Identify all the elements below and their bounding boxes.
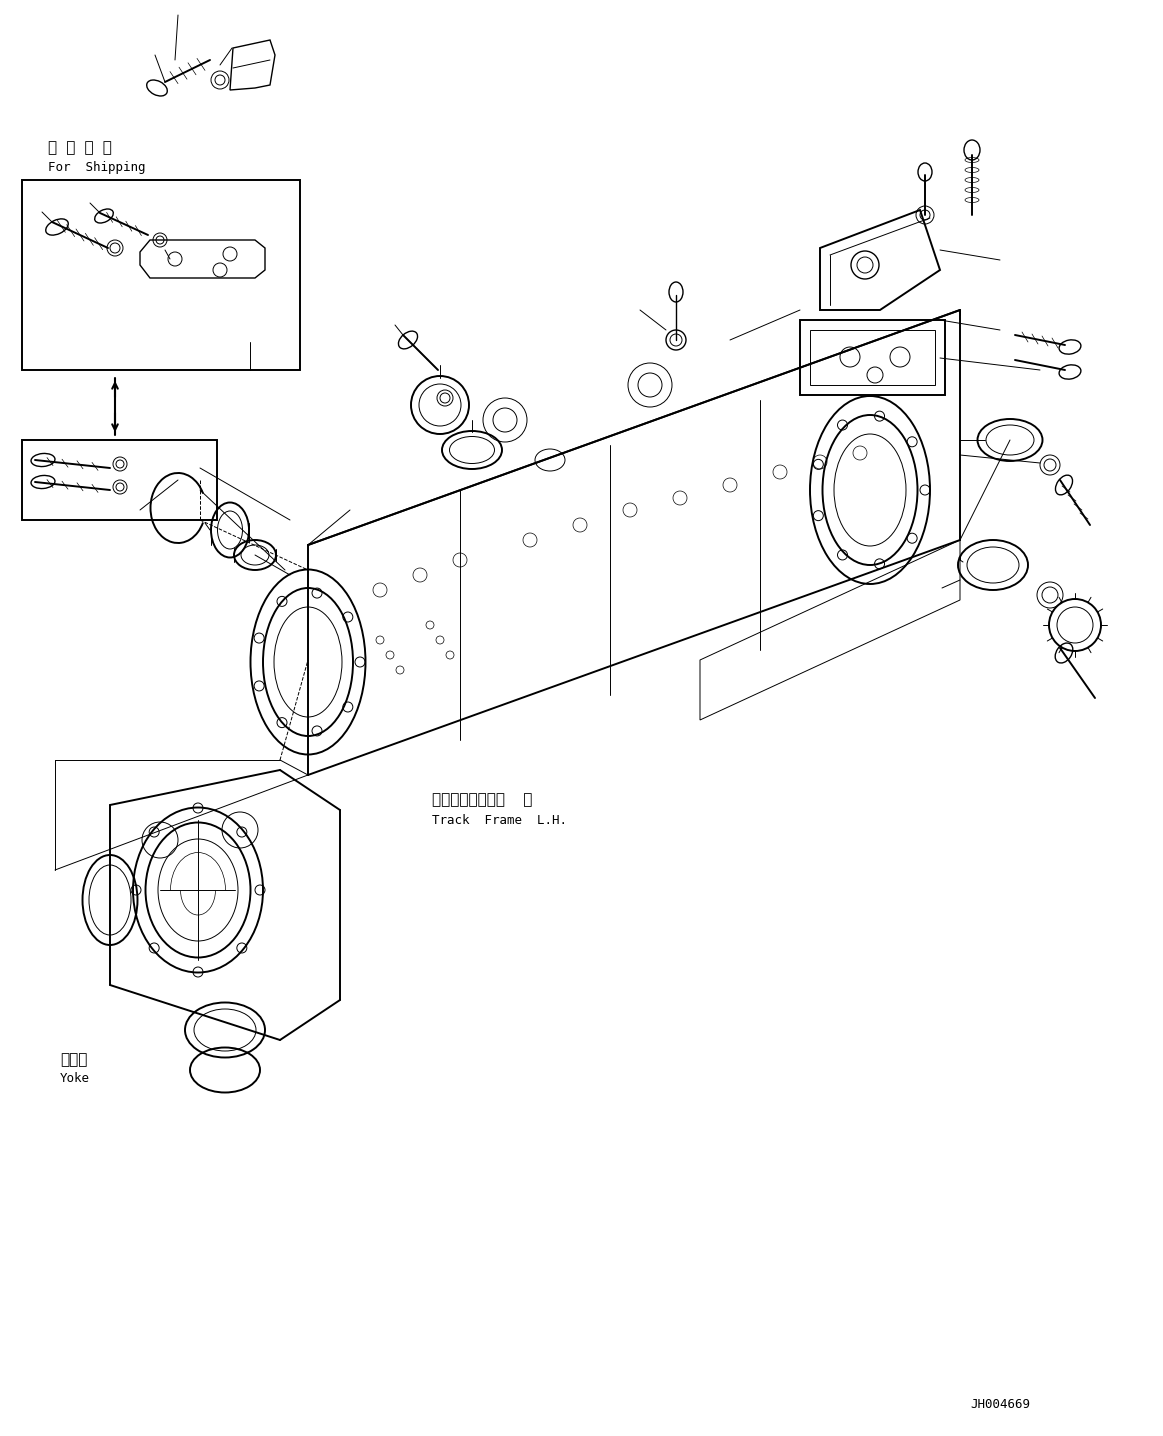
Bar	[800, 320, 946, 395]
Text: トラックフレーム  左: トラックフレーム 左	[431, 793, 533, 807]
Bar	[22, 439, 217, 520]
Text: Yoke: Yoke	[60, 1071, 90, 1084]
Text: ヨーク: ヨーク	[60, 1053, 87, 1067]
Text: For  Shipping: For Shipping	[48, 161, 145, 174]
Text: JH004669: JH004669	[970, 1399, 1030, 1412]
Text: 運 搜 部 品: 運 搜 部 品	[48, 141, 112, 155]
Bar	[22, 180, 300, 370]
Bar	[809, 330, 935, 385]
Text: Track  Frame  L.H.: Track Frame L.H.	[431, 814, 568, 827]
